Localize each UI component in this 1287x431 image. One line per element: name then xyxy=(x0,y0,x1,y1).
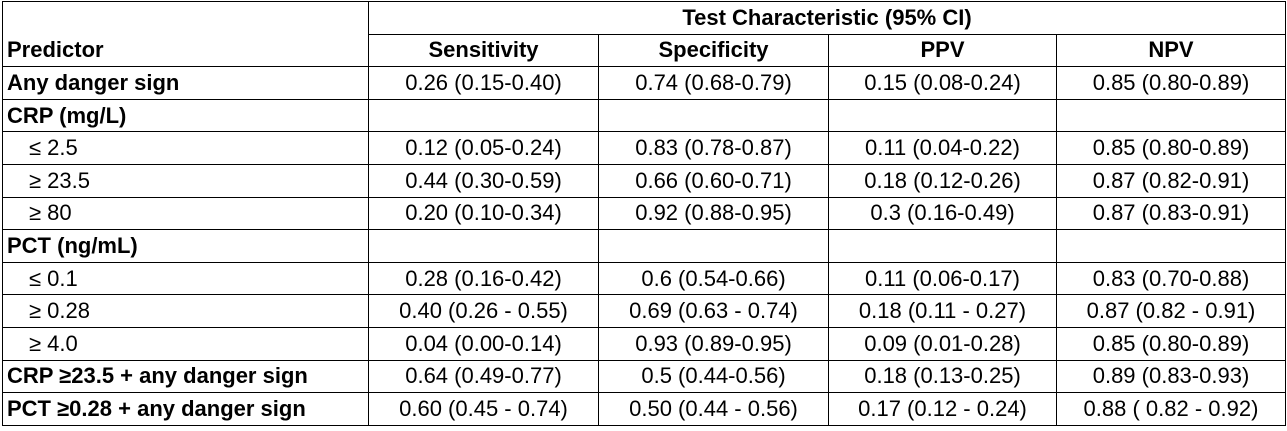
value-cell: 0.11 (0.04-0.22) xyxy=(828,131,1057,165)
value-cell: 0.69 (0.63 - 0.74) xyxy=(598,294,829,328)
value-cell: 0.6 (0.54-0.66) xyxy=(598,261,829,296)
column-header-npv: NPV xyxy=(1056,33,1286,68)
value-cell xyxy=(1056,229,1286,263)
value-cell xyxy=(1056,98,1286,133)
row-label: ≥ 4.0 xyxy=(2,326,369,361)
value-cell xyxy=(598,229,829,263)
value-cell: 0.44 (0.30-0.59) xyxy=(368,163,599,198)
value-cell: 0.15 (0.08-0.24) xyxy=(828,66,1057,100)
value-cell: 0.66 (0.60-0.71) xyxy=(598,163,829,198)
table-row: CRP ≥23.5 + any danger sign 0.64 (0.49-0.… xyxy=(2,359,1286,394)
value-cell: 0.5 (0.44-0.56) xyxy=(598,359,829,394)
row-label: ≤ 0.1 xyxy=(2,261,369,296)
row-label: PCT (ng/mL) xyxy=(2,229,369,263)
table-row: ≥ 4.0 0.04 (0.00-0.14) 0.93 (0.89-0.95) 0.0… xyxy=(2,326,1286,361)
value-cell: 0.88 ( 0.82 - 0.92) xyxy=(1056,392,1286,426)
row-label: CRP (mg/L) xyxy=(2,98,369,133)
value-cell: 0.87 (0.82-0.91) xyxy=(1056,163,1286,198)
table-row: ≥ 0.28 0.40 (0.26 - 0.55) 0.69 (0.63 - 0.7… xyxy=(2,294,1286,328)
value-cell: 0.28 (0.16-0.42) xyxy=(368,261,599,296)
table-row: PCT (ng/mL) xyxy=(2,229,1286,263)
row-label: Any danger sign xyxy=(2,66,369,100)
group-title: Test Characteristic (95% CI) xyxy=(368,1,1286,35)
value-cell: 0.26 (0.15-0.40) xyxy=(368,66,599,100)
value-cell: 0.85 (0.80-0.89) xyxy=(1056,326,1286,361)
value-cell: 0.85 (0.80-0.89) xyxy=(1056,66,1286,100)
value-cell: 0.74 (0.68-0.79) xyxy=(598,66,829,100)
value-cell: 0.83 (0.78-0.87) xyxy=(598,131,829,165)
value-cell: 0.40 (0.26 - 0.55) xyxy=(368,294,599,328)
column-header-sensitivity: Sensitivity xyxy=(368,33,599,68)
value-cell: 0.09 (0.01-0.28) xyxy=(828,326,1057,361)
table-row: ≤ 0.1 0.28 (0.16-0.42) 0.6 (0.54-0.66) 0.11… xyxy=(2,261,1286,296)
row-label: ≤ 2.5 xyxy=(2,131,369,165)
value-cell: 0.85 (0.80-0.89) xyxy=(1056,131,1286,165)
column-header-specificity: Specificity xyxy=(598,33,829,68)
value-cell xyxy=(828,98,1057,133)
table-row: ≥ 80 0.20 (0.10-0.34) 0.92 (0.88-0.95) 0.3 … xyxy=(2,196,1286,231)
value-cell xyxy=(368,98,599,133)
value-cell: 0.3 (0.16-0.49) xyxy=(828,196,1057,231)
header-row-group: Test Characteristic (95% CI) xyxy=(2,1,1286,35)
value-cell: 0.50 (0.44 - 0.56) xyxy=(598,392,829,426)
value-cell: 0.20 (0.10-0.34) xyxy=(368,196,599,231)
value-cell: 0.12 (0.05-0.24) xyxy=(368,131,599,165)
table-row: Any danger sign 0.26 (0.15-0.40) 0.74 (0.6… xyxy=(2,66,1286,100)
value-cell: 0.87 (0.83-0.91) xyxy=(1056,196,1286,231)
table-row: ≤ 2.5 0.12 (0.05-0.24) 0.83 (0.78-0.87) 0.1… xyxy=(2,131,1286,165)
value-cell: 0.18 (0.13-0.25) xyxy=(828,359,1057,394)
value-cell: 0.18 (0.11 - 0.27) xyxy=(828,294,1057,328)
row-label: CRP ≥23.5 + any danger sign xyxy=(2,359,369,394)
value-cell: 0.83 (0.70-0.88) xyxy=(1056,261,1286,296)
value-cell xyxy=(368,229,599,263)
value-cell: 0.17 (0.12 - 0.24) xyxy=(828,392,1057,426)
value-cell: 0.64 (0.49-0.77) xyxy=(368,359,599,394)
header-row-columns: Predictor Sensitivity Specificity PPV NP… xyxy=(2,33,1286,68)
row-label: PCT ≥0.28 + any danger sign xyxy=(2,392,369,426)
value-cell: 0.18 (0.12-0.26) xyxy=(828,163,1057,198)
header-blank-cell xyxy=(2,1,369,35)
table-row: CRP (mg/L) xyxy=(2,98,1286,133)
table-row: ≥ 23.5 0.44 (0.30-0.59) 0.66 (0.60-0.71) 0.… xyxy=(2,163,1286,198)
value-cell xyxy=(598,98,829,133)
value-cell: 0.93 (0.89-0.95) xyxy=(598,326,829,361)
value-cell: 0.04 (0.00-0.14) xyxy=(368,326,599,361)
row-label: ≥ 80 xyxy=(2,196,369,231)
row-label: ≥ 0.28 xyxy=(2,294,369,328)
value-cell: 0.60 (0.45 - 0.74) xyxy=(368,392,599,426)
value-cell: 0.87 (0.82 - 0.91) xyxy=(1056,294,1286,328)
value-cell: 0.89 (0.83-0.93) xyxy=(1056,359,1286,394)
column-header-ppv: PPV xyxy=(828,33,1057,68)
predictor-header: Predictor xyxy=(2,34,369,68)
value-cell xyxy=(828,229,1057,263)
value-cell: 0.92 (0.88-0.95) xyxy=(598,196,829,231)
value-cell: 0.11 (0.06-0.17) xyxy=(828,261,1057,296)
row-label: ≥ 23.5 xyxy=(2,163,369,198)
table-row: PCT ≥0.28 + any danger sign 0.60 (0.45 - … xyxy=(2,392,1286,426)
